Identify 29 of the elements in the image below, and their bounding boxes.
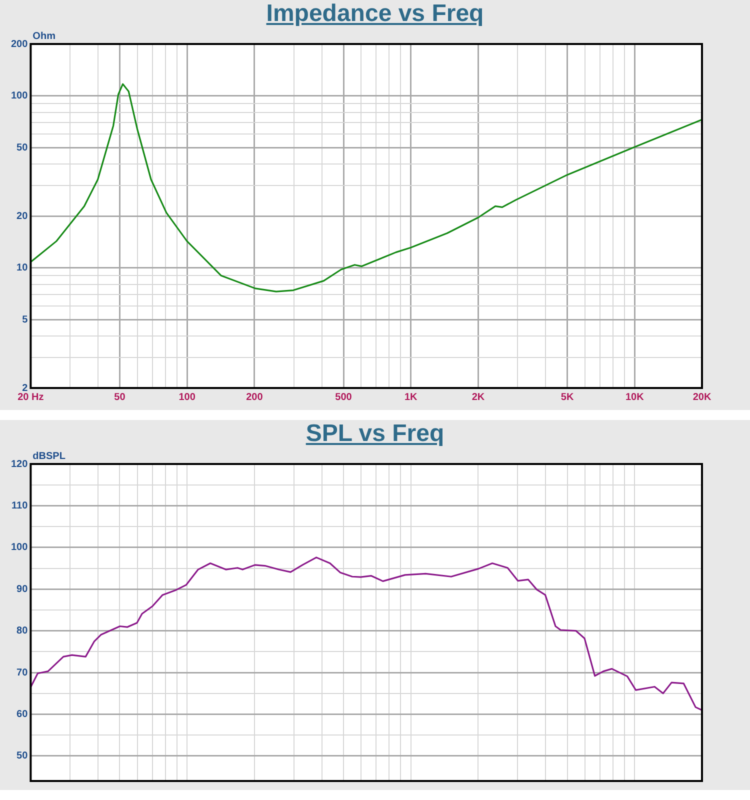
- y-tick-label: 5: [22, 314, 28, 326]
- y-tick-label: 70: [16, 667, 28, 678]
- x-tick-label: 2K: [472, 392, 486, 403]
- x-tick-label: 5K: [560, 392, 574, 403]
- y-tick-label: 60: [16, 709, 28, 720]
- chart-title: SPL vs Freq: [304, 420, 446, 448]
- y-tick-label: 100: [10, 542, 28, 554]
- y-tick-label: 100: [10, 90, 28, 102]
- y-tick-label: 50: [16, 750, 28, 762]
- y-tick-label: 80: [16, 626, 28, 637]
- y-tick-label: 110: [12, 500, 28, 512]
- y-tick-label: 90: [16, 584, 28, 595]
- chart-title: Impedance vs Freq: [265, 0, 485, 28]
- y-tick-label: 10: [16, 262, 28, 274]
- y-axis-title: dBSPL: [32, 450, 66, 462]
- y-tick-label: 20: [16, 210, 28, 222]
- y-tick-label: 2: [22, 382, 28, 394]
- x-tick-label: 1K: [404, 392, 418, 403]
- x-tick-label: 50: [114, 392, 126, 403]
- y-tick-label: 50: [16, 142, 28, 154]
- x-tick-label: 10K: [625, 392, 645, 403]
- x-tick-label: 500: [335, 392, 352, 403]
- y-tick-label: 120: [10, 458, 28, 470]
- x-tick-label: 100: [178, 392, 196, 403]
- y-tick-label: 200: [10, 38, 28, 50]
- x-tick-label: 20 Hz: [18, 392, 44, 403]
- y-axis-title: Ohm: [32, 30, 56, 42]
- x-tick-label: 20K: [692, 392, 712, 403]
- x-tick-label: 200: [246, 392, 264, 403]
